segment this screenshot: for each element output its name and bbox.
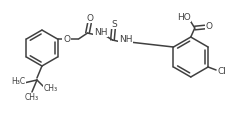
Text: O: O <box>63 34 70 44</box>
Text: H₃C: H₃C <box>11 78 25 86</box>
Text: S: S <box>112 20 117 29</box>
Text: CH₃: CH₃ <box>44 84 58 93</box>
Text: Cl: Cl <box>218 67 227 77</box>
Text: NH: NH <box>119 34 132 44</box>
Text: HO: HO <box>177 13 191 22</box>
Text: CH₃: CH₃ <box>25 93 39 102</box>
Text: NH: NH <box>94 28 107 37</box>
Text: O: O <box>87 14 94 23</box>
Text: O: O <box>205 22 212 31</box>
